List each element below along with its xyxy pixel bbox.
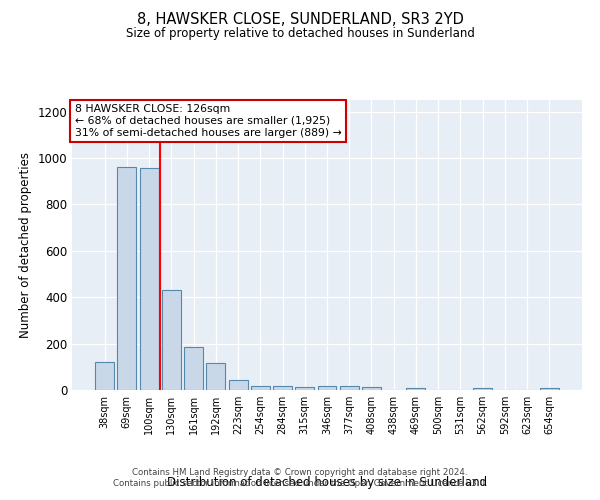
- Bar: [317, 386, 337, 390]
- Bar: [162, 290, 181, 390]
- Bar: [184, 347, 203, 390]
- Bar: [206, 364, 225, 390]
- Bar: [540, 388, 559, 390]
- Text: 8, HAWSKER CLOSE, SUNDERLAND, SR3 2YD: 8, HAWSKER CLOSE, SUNDERLAND, SR3 2YD: [137, 12, 463, 28]
- Bar: [473, 388, 492, 390]
- Text: Contains HM Land Registry data © Crown copyright and database right 2024.
Contai: Contains HM Land Registry data © Crown c…: [113, 468, 487, 487]
- Bar: [273, 386, 292, 390]
- Bar: [406, 388, 425, 390]
- X-axis label: Distribution of detached houses by size in Sunderland: Distribution of detached houses by size …: [167, 476, 487, 489]
- Y-axis label: Number of detached properties: Number of detached properties: [19, 152, 32, 338]
- Bar: [229, 380, 248, 390]
- Bar: [340, 386, 359, 390]
- Bar: [251, 386, 270, 390]
- Bar: [118, 168, 136, 390]
- Bar: [362, 387, 381, 390]
- Text: 8 HAWSKER CLOSE: 126sqm
← 68% of detached houses are smaller (1,925)
31% of semi: 8 HAWSKER CLOSE: 126sqm ← 68% of detache…: [74, 104, 341, 138]
- Bar: [295, 387, 314, 390]
- Text: Size of property relative to detached houses in Sunderland: Size of property relative to detached ho…: [125, 28, 475, 40]
- Bar: [140, 168, 158, 390]
- Bar: [95, 362, 114, 390]
